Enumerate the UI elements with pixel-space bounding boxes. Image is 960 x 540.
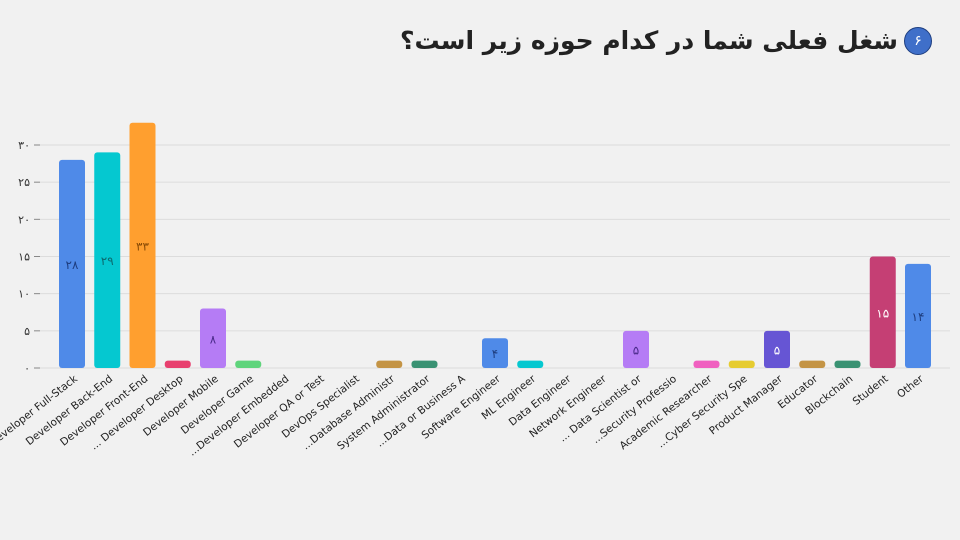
bar — [764, 330, 790, 368]
bar — [623, 330, 649, 368]
x-tick-label: Student — [851, 373, 891, 408]
data-label: ۲۸ — [66, 258, 79, 272]
bar — [693, 360, 720, 368]
data-label: ۸ — [210, 332, 217, 346]
question-title: شغل فعلی شما در کدام حوزه زیر است؟ — [399, 26, 898, 55]
y-tick-label: ۲۵ — [18, 176, 30, 189]
bar — [834, 360, 861, 368]
chart-title: ۶ شغل فعلی شما در کدام حوزه زیر است؟ — [400, 26, 932, 55]
bar — [129, 122, 156, 368]
data-label: ۵ — [633, 343, 639, 357]
data-label: ۱۴ — [912, 310, 925, 324]
y-tick-label: ۵ — [24, 325, 30, 338]
bar — [59, 159, 85, 368]
bar — [517, 360, 544, 368]
bar — [799, 360, 826, 368]
x-tick-label: Other — [895, 372, 926, 400]
bar — [376, 360, 403, 368]
data-label: ۲۹ — [101, 254, 114, 268]
y-tick-label: ۳۰ — [18, 139, 30, 152]
bar — [200, 308, 226, 368]
data-label: ۳۳ — [136, 239, 149, 253]
data-label: ۵ — [774, 343, 780, 357]
bar — [905, 263, 931, 368]
bar — [869, 256, 896, 368]
y-tick-label: ۲۰ — [18, 213, 30, 226]
bar — [728, 360, 755, 368]
y-tick-label: ۱۰ — [18, 288, 30, 301]
y-tick-label: ۱۵ — [18, 251, 30, 264]
question-number-badge: ۶ — [904, 26, 932, 55]
y-tick-label: ۰ — [24, 362, 30, 375]
bar — [94, 152, 121, 368]
bar — [411, 360, 438, 368]
bar — [164, 360, 191, 368]
data-label: ۴ — [492, 347, 498, 361]
bar — [482, 338, 508, 368]
data-label: ۱۵ — [876, 306, 889, 320]
bar — [235, 360, 262, 368]
